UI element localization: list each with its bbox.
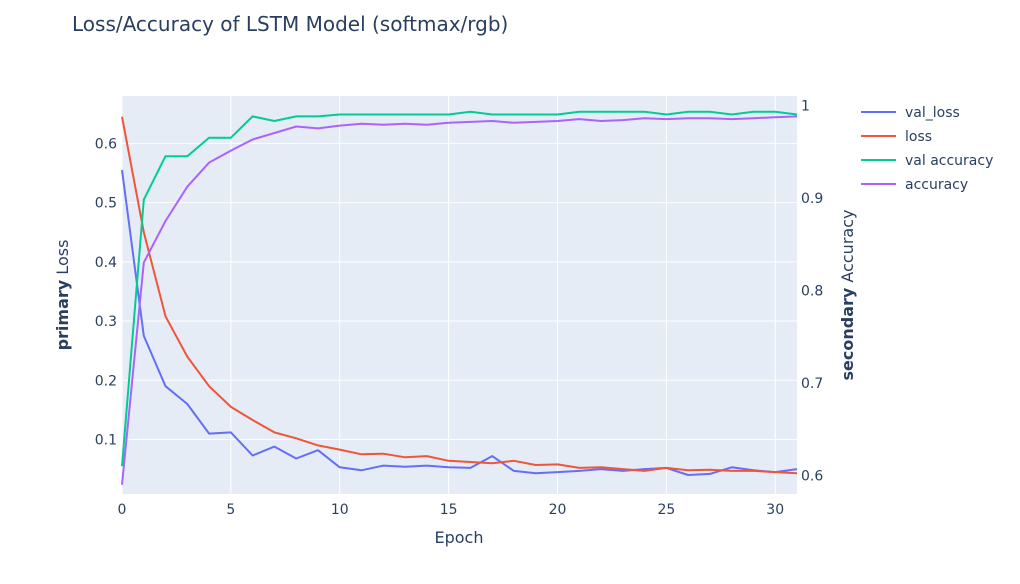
secondary-y-tick-label: 0.9 [801,191,823,207]
x-tick-label: 20 [549,502,567,518]
plot-area [122,96,797,494]
y-gridlines [122,142,797,441]
chart-title: Loss/Accuracy of LSTM Model (softmax/rgb… [72,12,508,36]
series-lines [121,110,798,485]
legend-label: loss [905,129,932,145]
x-tick-label: 25 [657,502,675,518]
x-gridlines [121,96,776,494]
secondary-y-tick-labels: 0.6 0.7 0.8 0.9 1 [801,98,823,484]
secondary-y-tick-label: 0.7 [801,376,823,392]
primary-y-tick-labels: 0.1 0.2 0.3 0.4 0.5 0.6 [95,136,117,448]
primary-y-tick-label: 0.5 [95,196,117,212]
legend-item-val_loss[interactable]: val_loss [861,105,960,121]
x-tick-labels: 0 5 10 15 20 25 30 [118,502,785,518]
primary-y-tick-label: 0.4 [95,255,117,271]
series-line-val_loss [121,169,798,476]
secondary-y-axis-title-bold: secondary [838,287,857,380]
primary-y-tick-label: 0.3 [95,314,117,330]
legend-label: val accuracy [905,153,993,169]
x-tick-label: 10 [331,502,349,518]
legend-label: accuracy [905,177,968,193]
primary-y-axis-title: primary Loss [53,240,72,351]
legend-item-loss[interactable]: loss [861,129,932,145]
secondary-y-axis-title-rest: Accuracy [838,210,857,283]
secondary-y-tick-label: 0.8 [801,283,823,299]
primary-y-tick-label: 0.6 [95,136,117,152]
x-tick-label: 0 [118,502,127,518]
x-axis-title: Epoch [435,528,484,547]
series-line-val-accuracy [121,110,798,467]
secondary-y-tick-label: 1 [801,98,810,114]
secondary-y-tick-label: 0.6 [801,468,823,484]
x-tick-label: 30 [766,502,784,518]
legend-item-accuracy[interactable]: accuracy [861,177,968,193]
series-line-loss [121,116,798,475]
x-tick-label: 5 [226,502,235,518]
primary-y-tick-label: 0.2 [95,373,117,389]
series-line-accuracy [121,115,798,485]
primary-y-tick-label: 0.1 [95,433,117,449]
legend-label: val_loss [905,105,960,121]
primary-y-axis-title-bold: primary [53,279,72,350]
x-tick-label: 15 [440,502,458,518]
legend-item-val-accuracy[interactable]: val accuracy [861,153,993,169]
secondary-y-axis-title: secondary Accuracy [838,210,857,381]
primary-y-axis-title-rest: Loss [53,240,72,275]
